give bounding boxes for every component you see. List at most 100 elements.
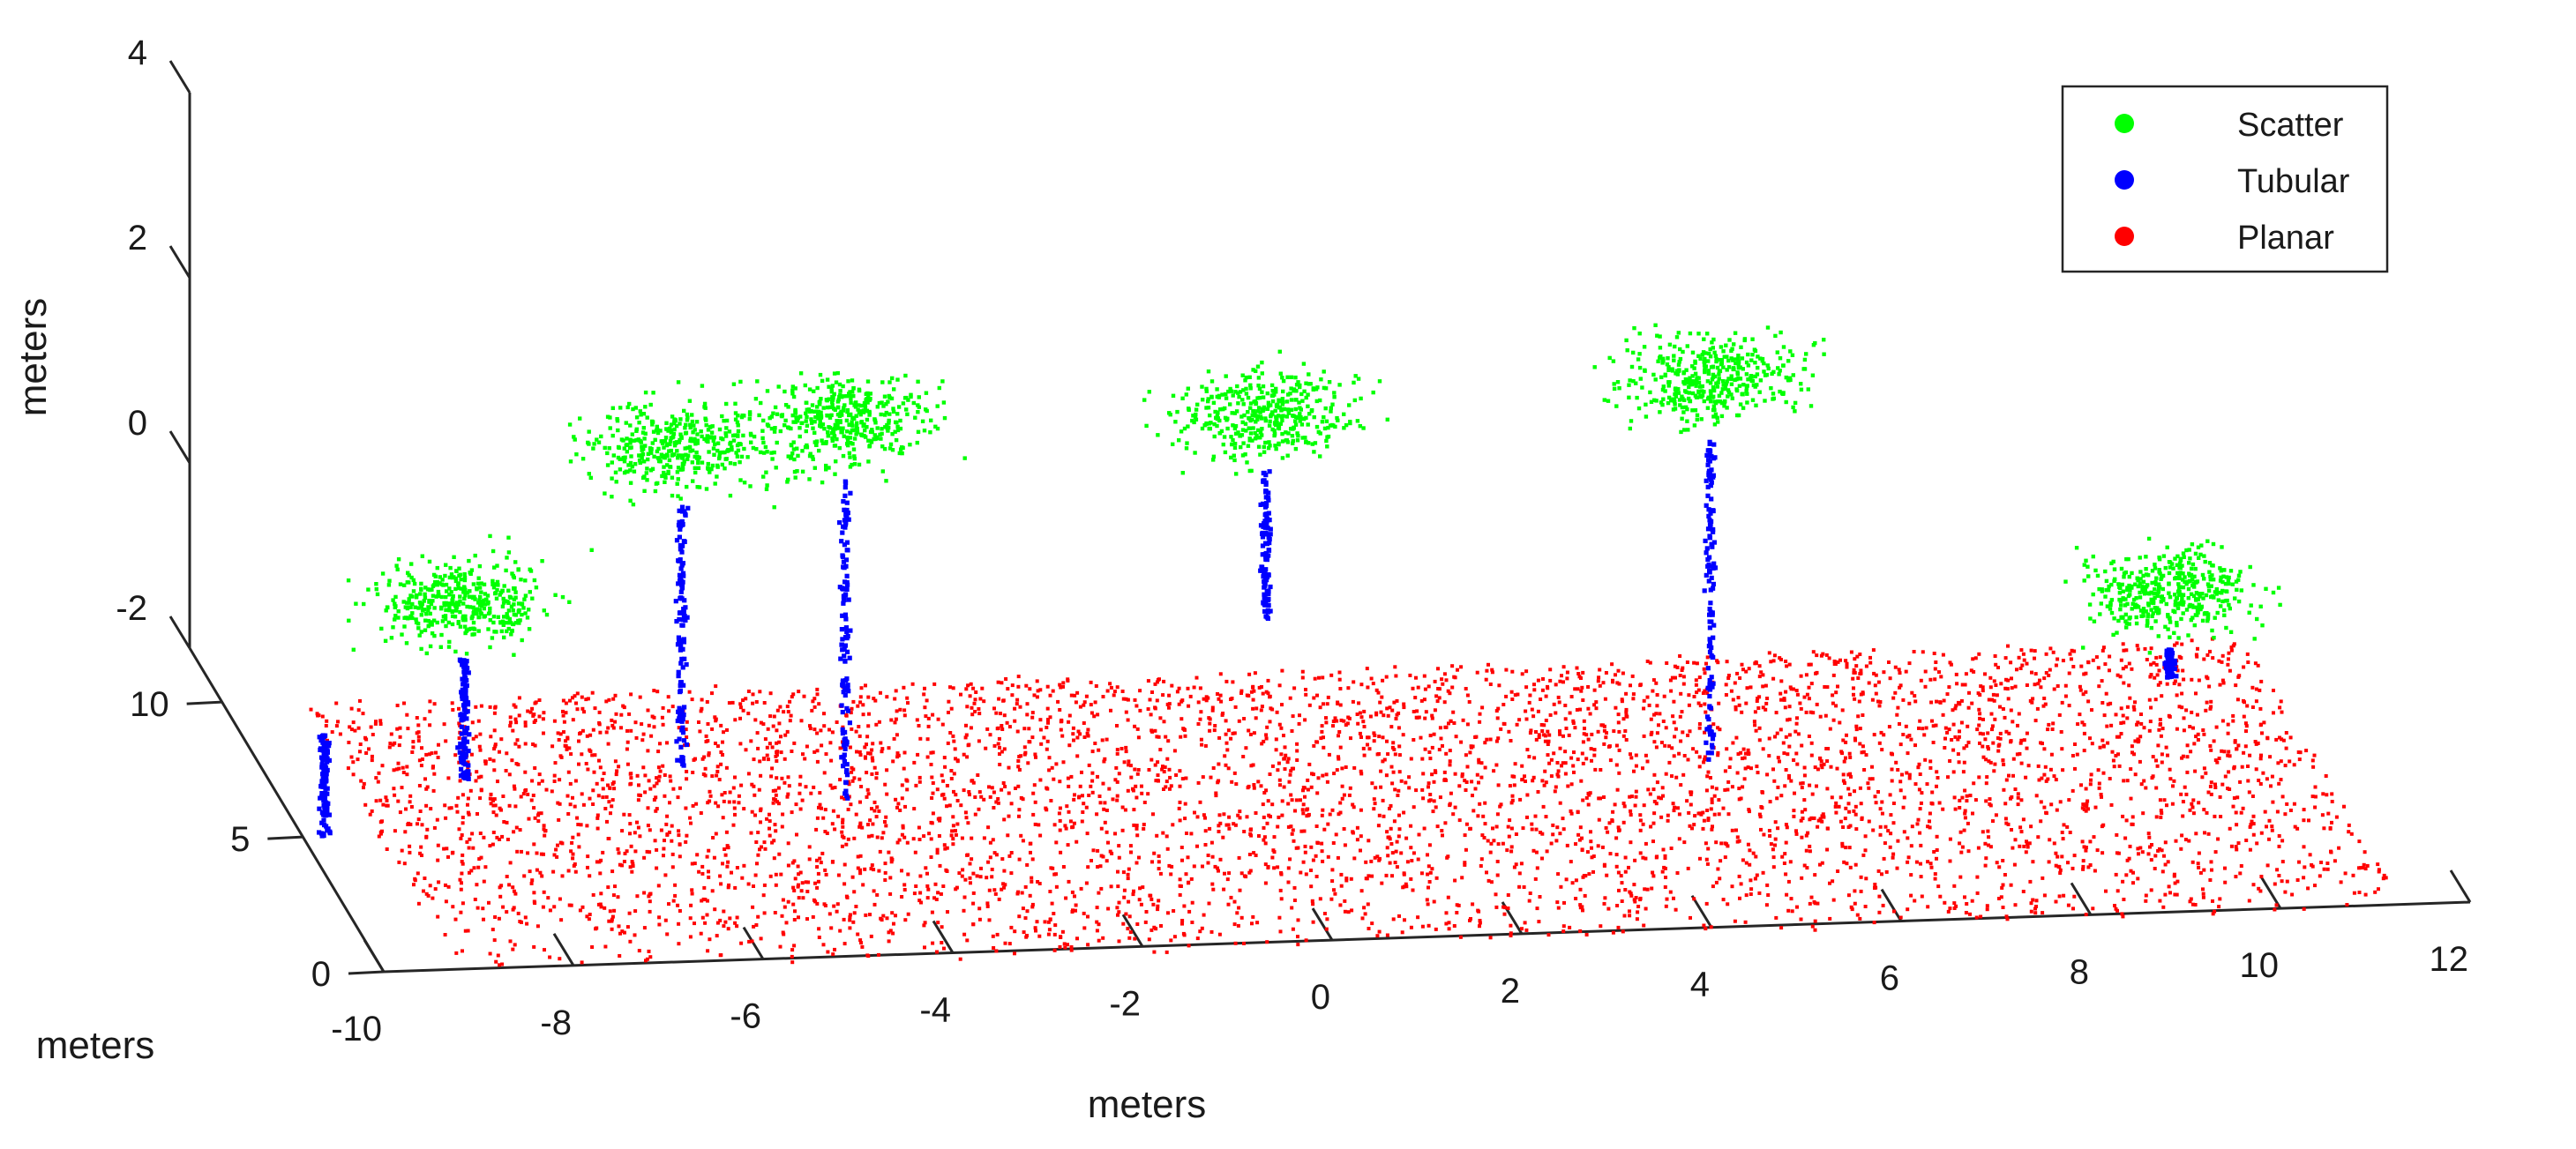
point-planar — [904, 778, 909, 782]
point-planar — [1688, 824, 1692, 828]
point-planar — [1007, 765, 1011, 770]
point-planar — [797, 690, 801, 694]
point-planar — [1206, 696, 1210, 700]
point-planar — [1833, 804, 1838, 809]
point-planar — [2006, 822, 2011, 826]
point-planar — [796, 864, 800, 869]
point-planar — [844, 842, 849, 847]
point-planar — [1338, 703, 1343, 707]
point-planar — [1177, 702, 1181, 706]
point-planar — [1628, 914, 1632, 918]
point-planar — [1726, 844, 1730, 848]
point-planar — [1454, 735, 1458, 739]
x-tick-mark — [1121, 914, 1144, 948]
point-planar — [1434, 805, 1438, 810]
point-planar — [558, 754, 563, 758]
point-planar — [1866, 781, 1870, 786]
point-planar — [1703, 730, 1707, 735]
point-planar — [612, 787, 617, 791]
point-planar — [2118, 675, 2123, 679]
point-planar — [1717, 798, 1721, 802]
point-planar — [610, 804, 614, 809]
point-planar — [1556, 774, 1561, 779]
point-planar — [822, 712, 826, 716]
point-planar — [646, 708, 650, 713]
point-planar — [1510, 794, 1515, 798]
point-planar — [2154, 662, 2159, 667]
point-planar — [2173, 679, 2177, 683]
point-planar — [2202, 808, 2206, 812]
point-planar — [550, 789, 554, 794]
point-planar — [1880, 748, 1884, 752]
point-planar — [2310, 758, 2315, 763]
point-planar — [446, 776, 451, 780]
point-planar — [2351, 873, 2355, 877]
point-planar — [1355, 713, 1359, 716]
point-planar — [1490, 670, 1494, 675]
point-planar — [1134, 824, 1139, 828]
point-planar — [507, 772, 512, 777]
point-planar — [1555, 772, 1560, 777]
point-planar — [1217, 813, 1222, 817]
point-planar — [1614, 864, 1619, 869]
point-planar — [1448, 802, 1452, 806]
point-planar — [599, 892, 603, 896]
point-planar — [2128, 844, 2132, 848]
point-planar — [783, 905, 787, 909]
point-planar — [1143, 920, 1148, 924]
point-planar — [2223, 774, 2228, 779]
point-planar — [1069, 948, 1074, 952]
point-planar — [895, 733, 899, 737]
point-planar — [1495, 860, 1500, 863]
point-planar — [1056, 699, 1060, 704]
point-planar — [1787, 717, 1792, 721]
point-planar — [498, 963, 502, 967]
point-planar — [1604, 825, 1608, 830]
point-planar — [1993, 762, 1997, 766]
point-planar — [1818, 714, 1823, 719]
point-planar — [877, 869, 881, 873]
point-planar — [969, 726, 973, 730]
point-planar — [2129, 767, 2133, 772]
point-planar — [2302, 845, 2306, 849]
point-planar — [1598, 683, 1602, 688]
point-planar — [2073, 766, 2077, 771]
point-planar — [1932, 850, 1936, 854]
point-planar — [919, 900, 923, 905]
point-planar — [442, 722, 446, 727]
point-planar — [703, 766, 708, 771]
point-planar — [2210, 868, 2213, 872]
point-planar — [2227, 657, 2230, 661]
point-planar — [2160, 727, 2165, 731]
point-planar — [1888, 845, 1892, 849]
point-planar — [1288, 857, 1292, 862]
point-planar — [1016, 759, 1021, 763]
point-planar — [1941, 807, 1945, 811]
point-planar — [972, 701, 977, 705]
point-planar — [1211, 887, 1216, 892]
point-planar — [1057, 811, 1061, 816]
point-planar — [431, 788, 436, 793]
point-planar — [2089, 778, 2093, 782]
point-planar — [857, 725, 861, 728]
point-planar — [763, 847, 768, 851]
point-planar — [2195, 654, 2199, 659]
point-planar — [1572, 770, 1576, 774]
point-planar — [2194, 735, 2198, 739]
point-planar — [1311, 902, 1315, 907]
point-planar — [1449, 719, 1453, 723]
point-planar — [752, 884, 755, 888]
point-planar — [1158, 748, 1163, 752]
x-tick-mark — [932, 920, 955, 954]
point-planar — [2138, 759, 2142, 764]
point-planar — [465, 839, 469, 844]
point-planar — [2127, 661, 2131, 666]
point-planar — [513, 742, 518, 746]
point-planar — [543, 948, 546, 952]
point-planar — [857, 734, 862, 738]
point-planar — [941, 884, 946, 888]
point-planar — [542, 711, 546, 715]
point-planar — [1895, 866, 1899, 870]
point-planar — [1624, 710, 1629, 714]
point-planar — [508, 861, 513, 865]
